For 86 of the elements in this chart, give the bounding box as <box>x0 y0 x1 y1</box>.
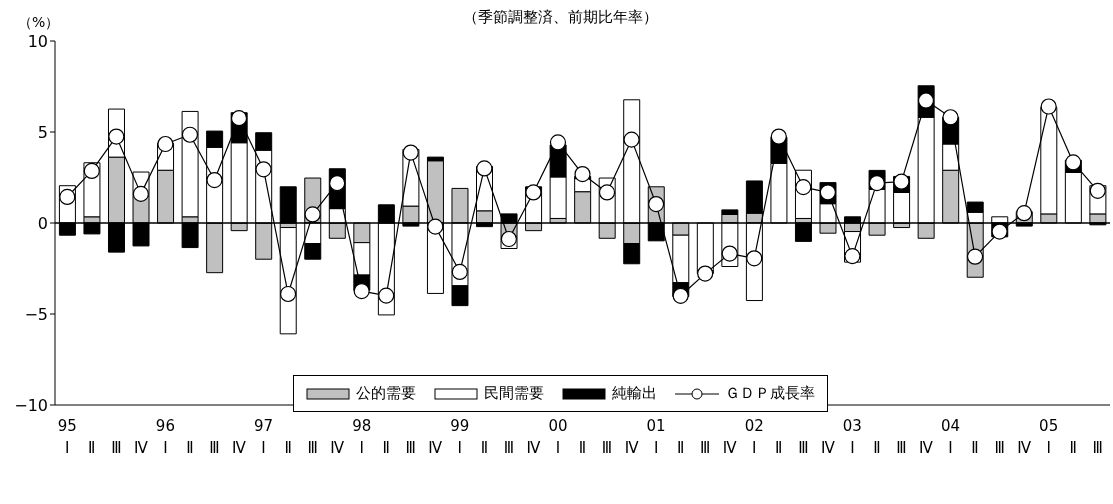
x-tick-label: Ⅳ <box>232 439 247 457</box>
point <box>132 185 149 202</box>
point <box>525 184 542 201</box>
x-tick-label: 95 Ⅰ <box>57 417 77 457</box>
x-tick-label: 98 Ⅰ <box>352 417 372 457</box>
point <box>1065 154 1082 171</box>
legend-label: 民間需要 <box>484 384 544 403</box>
y-tick-label: 10 <box>27 31 48 51</box>
point <box>966 248 984 265</box>
x-tick-label: Ⅱ <box>971 439 979 457</box>
x-tick-label: 96 Ⅰ <box>155 417 175 457</box>
point <box>230 110 248 127</box>
x-tick-label: 99 Ⅰ <box>450 417 470 457</box>
x-tick-label: Ⅲ <box>798 439 809 457</box>
y-tick-label: 5 <box>37 122 48 142</box>
point <box>206 171 223 189</box>
x-tick-label: Ⅳ <box>526 439 541 457</box>
x-tick-label: Ⅱ <box>88 439 96 457</box>
y-tick-label: 0 <box>37 213 48 233</box>
point <box>770 128 787 145</box>
point <box>402 144 419 161</box>
point <box>83 162 100 180</box>
point <box>868 175 886 192</box>
point <box>476 160 493 177</box>
x-tick-label: 01 Ⅰ <box>646 417 666 457</box>
point <box>917 92 935 109</box>
x-tick-label: Ⅱ <box>480 439 489 457</box>
x-tick-label: Ⅱ <box>578 439 587 457</box>
x-tick-label: Ⅳ <box>1017 439 1032 457</box>
x-tick-label: 97 Ⅰ <box>254 417 274 457</box>
x-tick-label: Ⅲ <box>405 439 416 457</box>
chart-title: （季節調整済、前期比年率） <box>463 8 658 26</box>
point <box>721 245 738 262</box>
point <box>378 287 395 304</box>
x-tick-label: Ⅳ <box>624 439 639 457</box>
x-tick-label: 00 Ⅰ <box>548 417 568 457</box>
point <box>598 184 616 201</box>
x-tick-label: Ⅲ <box>1092 439 1103 457</box>
point <box>1016 205 1033 222</box>
x-tick-label: Ⅲ <box>111 439 122 457</box>
x-tick-label: 02 Ⅰ <box>744 417 764 457</box>
y-axis-title: （%） <box>18 14 60 32</box>
point <box>574 165 591 183</box>
point <box>255 161 272 178</box>
legend-label: 純輸出 <box>612 384 657 403</box>
y-tick-label: −5 <box>24 304 48 324</box>
point <box>648 195 665 213</box>
x-tick-label: Ⅳ <box>919 439 934 457</box>
point <box>672 287 689 304</box>
legend-label: 公的需要 <box>356 384 416 403</box>
x-tick-label: Ⅲ <box>209 439 220 457</box>
x-tick-label: Ⅳ <box>820 439 835 457</box>
x-tick-label: 03 Ⅰ <box>842 417 862 457</box>
x-tick-label: Ⅲ <box>307 439 318 457</box>
point <box>623 131 640 148</box>
point <box>427 218 444 235</box>
legend-label: ＧＤＰ成長率 <box>725 384 815 403</box>
x-tick-label: Ⅲ <box>896 439 907 457</box>
point <box>697 265 714 282</box>
x-tick-label: Ⅳ <box>330 439 345 457</box>
point <box>353 282 370 300</box>
x-tick-label: Ⅲ <box>994 439 1005 457</box>
x-tick-label: Ⅱ <box>186 439 194 457</box>
x-tick-label: Ⅱ <box>775 439 783 457</box>
x-tick-label: Ⅲ <box>503 439 515 457</box>
x-tick-label: Ⅲ <box>601 439 613 457</box>
x-tick-label: Ⅳ <box>133 439 148 457</box>
point <box>942 109 959 126</box>
point <box>549 134 567 151</box>
point <box>451 263 468 281</box>
point <box>1089 182 1106 199</box>
x-tick-label: Ⅱ <box>1069 439 1077 457</box>
point <box>1040 98 1057 115</box>
x-tick-label: Ⅱ <box>676 439 685 457</box>
x-tick-label: Ⅲ <box>700 439 711 457</box>
y-tick-label: −10 <box>14 395 48 415</box>
x-tick-label: Ⅳ <box>428 439 443 457</box>
bar <box>181 110 199 218</box>
x-tick-label: 04 Ⅰ <box>940 417 961 457</box>
x-tick-label: Ⅱ <box>382 439 390 457</box>
point <box>157 135 174 153</box>
x-tick-label: Ⅳ <box>722 439 737 457</box>
x-tick-label: Ⅱ <box>873 439 881 457</box>
x-tick-label: Ⅱ <box>284 439 292 457</box>
x-tick-label: 05 Ⅰ <box>1039 417 1059 457</box>
point <box>304 206 321 223</box>
